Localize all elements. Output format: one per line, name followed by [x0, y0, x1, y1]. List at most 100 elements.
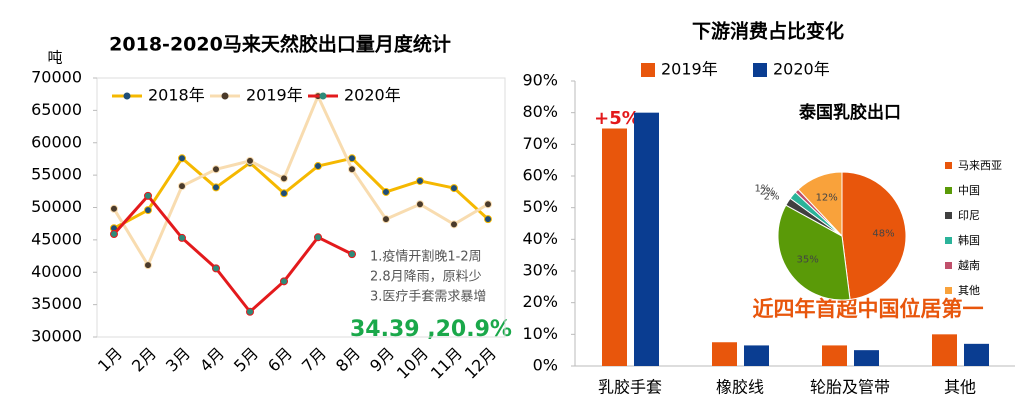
y-tick-label: 60000 [31, 132, 82, 151]
point [144, 206, 152, 215]
y-tick-label: 80% [522, 102, 558, 121]
pie-title: 泰国乳胶出口 [799, 102, 901, 123]
x-tick-label: 轮胎及管带 [810, 378, 890, 397]
legend-label: 2020年 [344, 86, 401, 105]
point [280, 174, 288, 183]
slice-label: 1% [754, 183, 770, 194]
y-tick-label: 60% [522, 166, 558, 185]
bar [932, 334, 957, 366]
legend-swatch [945, 237, 952, 244]
point [314, 162, 322, 171]
legend-label: 2019年 [246, 86, 303, 105]
point [314, 233, 322, 242]
point [484, 200, 492, 209]
y-tick-label: 90% [522, 71, 558, 90]
legend-marker [319, 92, 327, 100]
x-tick-label: 5月 [230, 344, 262, 376]
x-tick-label: 7月 [298, 344, 330, 376]
y-tick-label: 50% [522, 197, 558, 216]
point [348, 165, 356, 174]
point [212, 264, 220, 273]
legend-label: 2019年 [661, 60, 718, 79]
y-tick-label: 70% [522, 134, 558, 153]
legend-label: 2018年 [148, 86, 205, 105]
pie-slice [841, 171, 907, 301]
legend-label: 马来西亚 [958, 159, 1002, 172]
legend-label: 2020年 [773, 60, 830, 79]
point [450, 184, 458, 193]
pie-slice [777, 204, 851, 301]
point [246, 156, 254, 165]
y-tick-label: 40000 [31, 262, 82, 281]
point [178, 182, 186, 191]
line-title: 2018-2020马来天然胶出口量月度统计 [109, 33, 451, 56]
x-tick-label: 6月 [264, 344, 296, 376]
x-tick-label: 4月 [196, 344, 228, 376]
pie-slice [797, 171, 843, 238]
bar [634, 112, 659, 367]
x-tick-label: 11月 [427, 344, 466, 383]
point [382, 187, 390, 196]
y-tick-label: 0% [533, 356, 558, 375]
legend-swatch [945, 162, 952, 169]
point [416, 200, 424, 209]
x-tick-label: 12月 [461, 344, 500, 383]
point [450, 220, 458, 229]
annotation: 2.8月降雨，原料少 [370, 270, 482, 285]
point [416, 176, 424, 185]
slice-label: 48% [872, 228, 894, 239]
annotation: 34.39 ,20.9% [350, 317, 512, 342]
series-line [113, 156, 490, 230]
bar-title: 下游消费占比变化 [692, 20, 844, 43]
point [144, 261, 152, 270]
x-tick-label: 其他 [944, 378, 976, 397]
annotation: 近四年首超中国位居第一 [753, 297, 984, 321]
y-tick-label: 30% [522, 261, 558, 280]
bar [964, 343, 989, 366]
point [144, 191, 152, 200]
legend-label: 越南 [958, 258, 980, 272]
legend-swatch [945, 212, 952, 219]
legend-swatch [753, 63, 767, 77]
point [280, 277, 288, 286]
x-tick-label: 1月 [94, 344, 126, 376]
slice-label: 2% [760, 186, 776, 197]
point [178, 154, 186, 163]
bar [854, 350, 879, 366]
x-tick-label: 10月 [393, 344, 432, 383]
point [110, 230, 118, 239]
point [246, 307, 254, 316]
bar [744, 345, 769, 366]
series-line [112, 194, 353, 314]
x-tick-label: 8月 [332, 344, 364, 376]
y-tick-label: 45000 [31, 229, 82, 248]
point [212, 165, 220, 174]
x-tick-label: 橡胶线 [716, 378, 764, 397]
bar [712, 342, 737, 366]
point [110, 204, 118, 213]
y-tick-label: 40% [522, 229, 558, 248]
point [484, 215, 492, 224]
legend-swatch [945, 262, 952, 269]
x-tick-label: 乳胶手套 [598, 378, 662, 397]
y-tick-label: 70000 [31, 68, 82, 87]
legend-marker [123, 92, 131, 100]
x-tick-label: 2月 [128, 344, 160, 376]
annotation: +5% [594, 108, 640, 129]
annotation: 1.疫情开割晚1-2周 [370, 249, 482, 265]
slice-label: 35% [796, 254, 818, 265]
y-tick-label: 30000 [31, 327, 82, 346]
y-tick-label: 20% [522, 292, 558, 311]
slice-label: 2% [764, 191, 780, 202]
y-tick-label: 10% [522, 324, 558, 343]
y-tick-label: 35000 [31, 294, 82, 313]
bar [822, 345, 847, 366]
legend-label: 印尼 [958, 209, 980, 222]
legend-swatch [945, 287, 952, 294]
point [212, 183, 220, 192]
point [382, 215, 390, 224]
point [280, 189, 288, 198]
y-tick-label: 50000 [31, 197, 82, 216]
bar [602, 128, 627, 366]
